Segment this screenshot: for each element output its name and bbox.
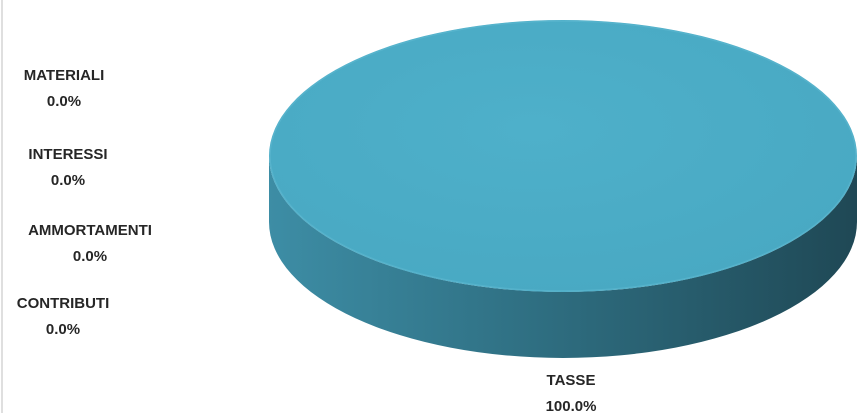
pie-slice-tasse (269, 20, 857, 358)
slice-label-tasse: TASSE 100.0% (546, 372, 597, 413)
slice-label-name: CONTRIBUTI (17, 295, 110, 312)
slice-label-materiali: MATERIALI 0.0% (24, 67, 105, 110)
slice-label-name: TASSE (547, 372, 596, 389)
pie-layer (269, 20, 857, 358)
pie-slice-rim (269, 20, 857, 292)
slice-label-interessi: INTERESSI 0.0% (28, 146, 107, 189)
slice-label-value: 0.0% (47, 93, 81, 110)
slice-label-name: INTERESSI (28, 146, 107, 163)
slice-label-value: 0.0% (46, 321, 80, 338)
pie-slice-side (269, 156, 857, 358)
slice-label-value: 100.0% (546, 398, 597, 413)
slice-label-ammortamenti: AMMORTAMENTI 0.0% (28, 222, 152, 265)
slice-label-contributi: CONTRIBUTI 0.0% (17, 295, 110, 338)
slice-label-value: 0.0% (51, 172, 85, 189)
slice-label-name: MATERIALI (24, 67, 105, 84)
slice-label-value: 0.0% (73, 248, 107, 265)
pie-slice-top (269, 20, 857, 292)
slice-label-name: AMMORTAMENTI (28, 222, 152, 239)
